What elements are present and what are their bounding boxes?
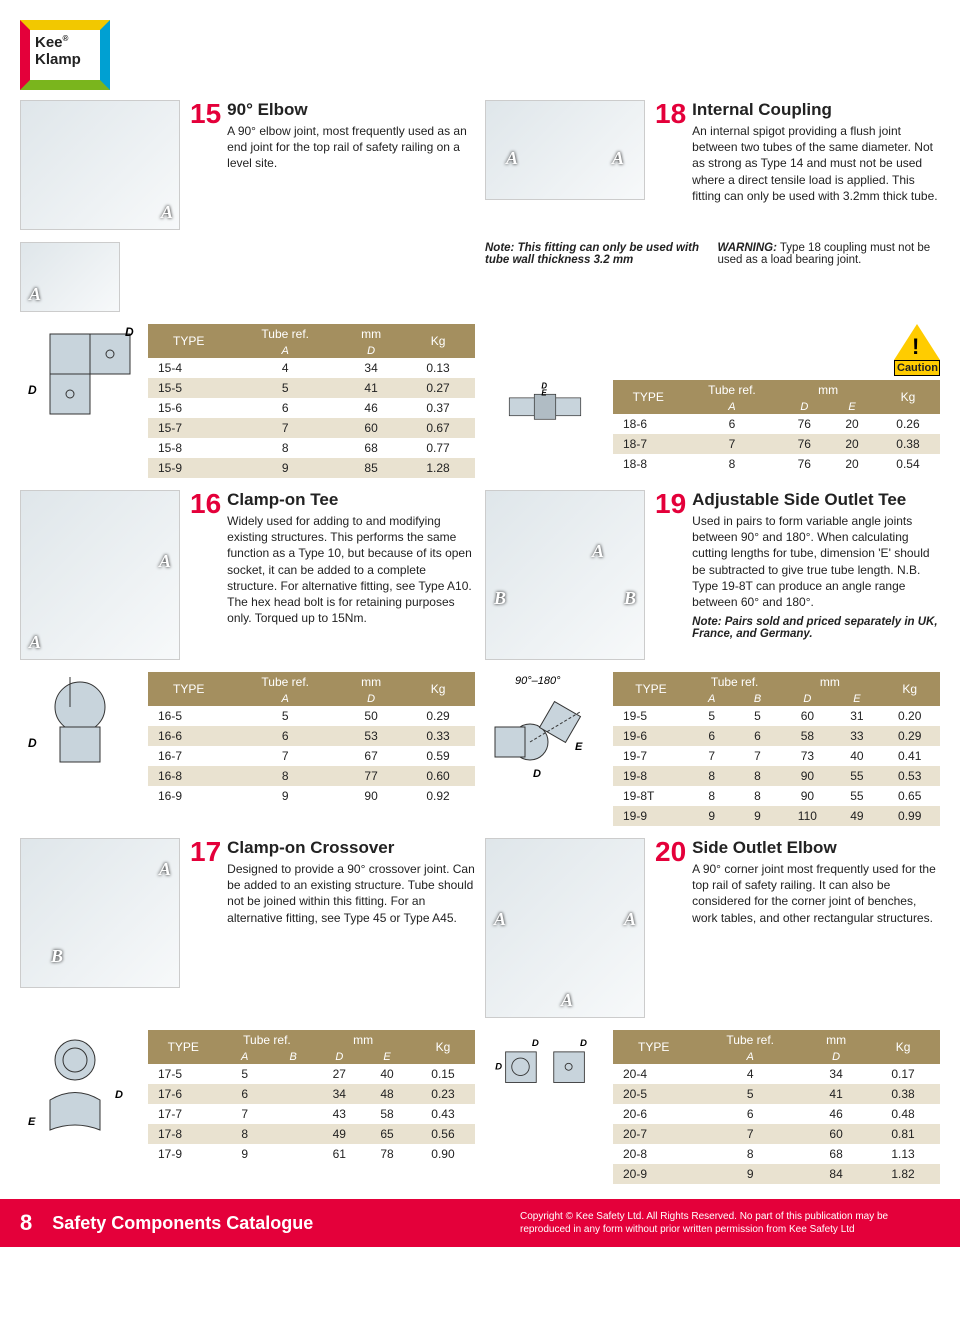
- product-desc: Used in pairs to form variable angle joi…: [692, 513, 940, 610]
- product-image-18: A A: [485, 100, 645, 200]
- svg-text:D: D: [532, 1038, 539, 1049]
- product-number: 16: [190, 490, 221, 660]
- svg-text:D: D: [533, 768, 541, 780]
- diagram-17: D E: [20, 1030, 140, 1140]
- page-number: 8: [20, 1210, 32, 1236]
- product-number: 20: [655, 838, 686, 1018]
- svg-text:D: D: [580, 1038, 587, 1049]
- product-number: 19: [655, 490, 686, 660]
- svg-text:E: E: [541, 389, 547, 398]
- note-18: Note: This fitting can only be used with…: [485, 242, 708, 266]
- footer-title: Safety Components Catalogue: [52, 1213, 520, 1234]
- svg-text:E: E: [28, 1116, 36, 1128]
- svg-text:D: D: [125, 325, 134, 339]
- spec-table-15: TYPETube ref.mmKgAD15-44340.1315-55410.2…: [148, 324, 475, 478]
- product-title: 90° Elbow: [227, 100, 475, 120]
- spec-table-20: TYPETube ref.mmKgAD20-44340.1720-55410.3…: [613, 1030, 940, 1184]
- product-number: 15: [190, 100, 221, 230]
- product-image-19: A B B: [485, 490, 645, 660]
- product-desc: A 90° elbow joint, most frequently used …: [227, 123, 475, 172]
- product-note: Note: Pairs sold and priced separately i…: [692, 616, 940, 640]
- warning-18: WARNING: Type 18 coupling must not be us…: [718, 242, 941, 266]
- spec-table-18: TYPETube ref.mmKgADE18-6676200.2618-7776…: [613, 380, 940, 474]
- svg-text:90°–180°: 90°–180°: [515, 675, 561, 687]
- product-title: Clamp-on Crossover: [227, 838, 475, 858]
- diagram-19: 90°–180° E D: [485, 672, 605, 782]
- diagram-18: D E: [485, 380, 605, 430]
- product-number: 17: [190, 838, 221, 1018]
- product-title: Side Outlet Elbow: [692, 838, 940, 858]
- product-image-15b: A: [20, 242, 120, 312]
- product-desc: Designed to provide a 90° crossover join…: [227, 861, 475, 926]
- product-number: 18: [655, 100, 686, 230]
- product-title: Internal Coupling: [692, 100, 940, 120]
- spec-table-16: TYPETube ref.mmKgAD16-55500.2916-66530.3…: [148, 672, 475, 806]
- diagram-15: D D: [20, 324, 140, 424]
- product-image-16: A A: [20, 490, 180, 660]
- svg-text:D: D: [115, 1089, 123, 1101]
- page-footer: 8 Safety Components Catalogue Copyright …: [0, 1199, 960, 1247]
- brand-logo: Kee®Klamp: [20, 20, 110, 90]
- svg-text:E: E: [575, 741, 583, 753]
- product-desc: An internal spigot providing a flush joi…: [692, 123, 940, 204]
- svg-text:D: D: [28, 736, 37, 750]
- spec-table-17: TYPETube ref.mmKgABDE17-5527400.1517-663…: [148, 1030, 475, 1164]
- diagram-20: D D D: [485, 1030, 605, 1100]
- product-desc: A 90° corner joint most frequently used …: [692, 861, 940, 926]
- svg-text:D: D: [28, 383, 37, 397]
- footer-copyright: Copyright © Kee Safety Ltd. All Rights R…: [520, 1210, 940, 1236]
- svg-text:D: D: [495, 1061, 502, 1072]
- product-title: Clamp-on Tee: [227, 490, 475, 510]
- product-title: Adjustable Side Outlet Tee: [692, 490, 940, 510]
- product-image-20: A A A: [485, 838, 645, 1018]
- caution-icon: Caution: [894, 324, 940, 376]
- product-image-15: A: [20, 100, 180, 230]
- product-desc: Widely used for adding to and modifying …: [227, 513, 475, 626]
- diagram-16: D: [20, 672, 140, 772]
- product-image-17: A B: [20, 838, 180, 988]
- spec-table-19: TYPETube ref.mmKgABDE19-55560310.2019-66…: [613, 672, 940, 826]
